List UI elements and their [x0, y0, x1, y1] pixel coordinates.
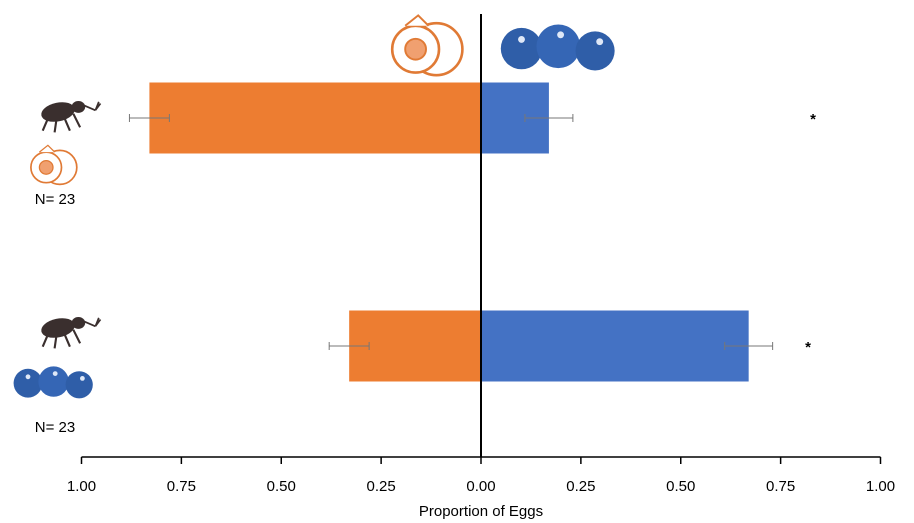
- category-label: N= 23: [35, 191, 75, 208]
- significance-marker: *: [810, 111, 816, 128]
- x-tick-label: 0.75: [167, 478, 196, 495]
- plot: 1.00 0.75 0.50 0.25 0.00 0.25 0.50 0.75 1.00 Prop…: [35, 14, 895, 520]
- bar: [349, 310, 481, 382]
- error-bar: [328, 342, 370, 350]
- x-tick-label: 0.50: [666, 478, 695, 495]
- x-tick-label: 1.00: [67, 478, 96, 495]
- bar: [481, 310, 749, 382]
- x-axis-label: Proportion of Eggs: [419, 503, 543, 520]
- error-bar: [524, 114, 574, 122]
- category-label: N= 23: [35, 419, 75, 436]
- error-bar: [724, 342, 774, 350]
- x-tick-label: 0.00: [466, 478, 495, 495]
- x-tick-label: 0.25: [566, 478, 595, 495]
- error-bar: [128, 114, 170, 122]
- x-tick-label: 0.25: [367, 478, 396, 495]
- x-tick-label: 1.00: [866, 478, 895, 495]
- bar: [149, 82, 482, 154]
- x-tick-label: 0.50: [267, 478, 296, 495]
- x-tick-label: 0.75: [766, 478, 795, 495]
- significance-marker: *: [805, 339, 811, 356]
